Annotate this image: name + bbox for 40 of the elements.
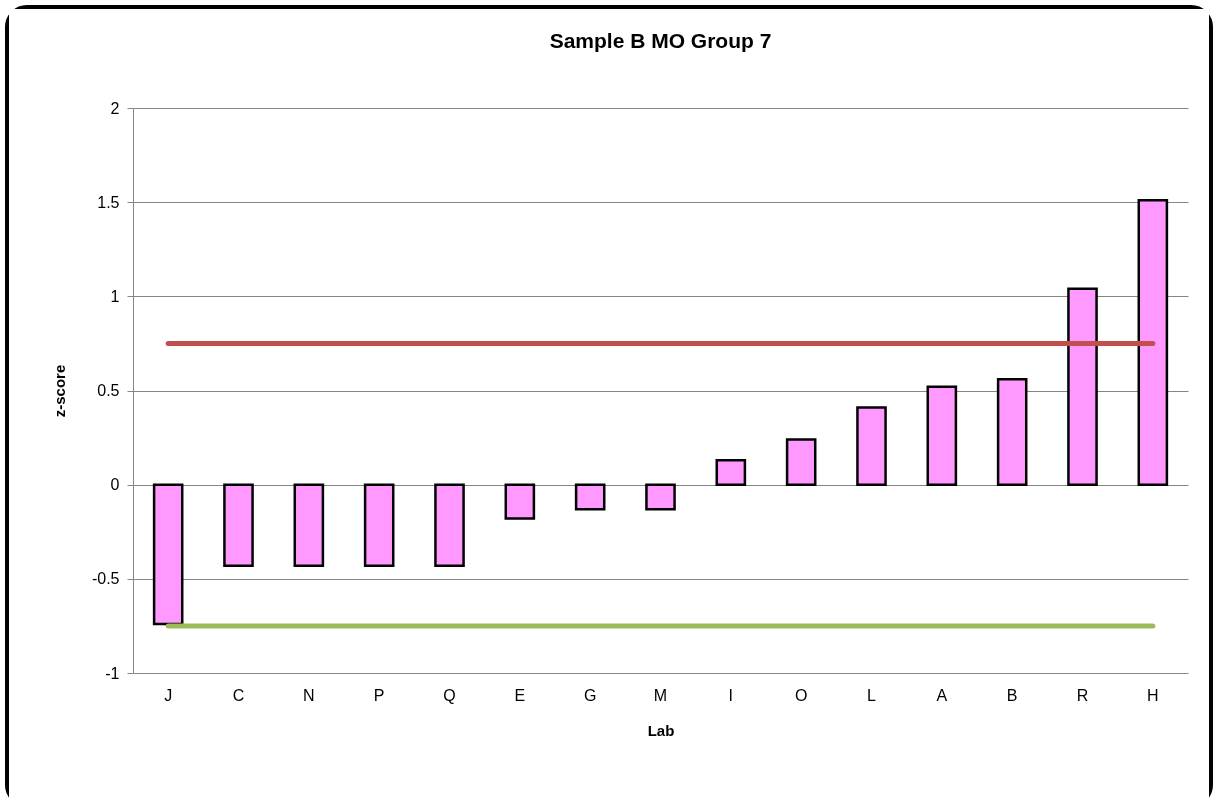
chart-title: Sample B MO Group 7 [549, 29, 772, 52]
y-tick-label: 1 [110, 287, 120, 305]
x-tick-label: H [1147, 686, 1159, 704]
bar [434, 483, 465, 567]
bar [926, 385, 958, 486]
bar [856, 406, 887, 486]
y-tick-label: -0.5 [91, 570, 120, 588]
bar [363, 483, 395, 567]
bar [293, 483, 325, 567]
x-tick-label: M [653, 686, 668, 704]
x-tick-label: O [794, 686, 808, 704]
x-tick-label: G [583, 686, 597, 704]
bar [996, 377, 1028, 486]
x-tick-label: P [373, 686, 385, 704]
bar [645, 483, 676, 511]
bar [1067, 287, 1098, 486]
bar [504, 483, 536, 520]
x-tick-label: E [514, 686, 526, 704]
bar [715, 458, 747, 486]
y-tick-label: 0.5 [97, 382, 120, 399]
x-tick-label: A [936, 686, 948, 704]
bar [785, 438, 817, 486]
y-tick-label: 1.5 [97, 193, 120, 211]
x-tick-label: B [1006, 686, 1018, 704]
y-axis-title: z-score [50, 364, 68, 418]
x-tick-label: C [232, 686, 245, 704]
x-tick-label: J [164, 686, 173, 704]
x-tick-label: L [867, 686, 877, 704]
bar [152, 483, 184, 626]
y-tick-label: 2 [110, 99, 120, 117]
bar [1137, 199, 1169, 486]
x-tick-label: I [728, 686, 734, 704]
bar [223, 483, 254, 567]
x-tick-label: R [1076, 686, 1089, 704]
x-tick-label: N [303, 686, 315, 704]
y-tick-label: 0 [110, 476, 120, 494]
y-tick-label: -1 [105, 664, 120, 682]
bar [574, 483, 606, 511]
x-axis-title: Lab [647, 721, 675, 739]
x-tick-label: Q [443, 686, 456, 704]
